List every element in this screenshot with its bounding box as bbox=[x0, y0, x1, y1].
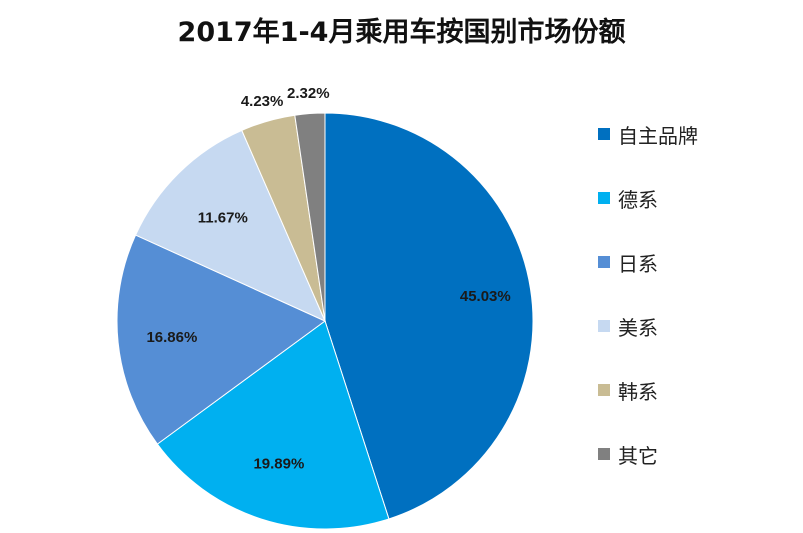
data-label-1: 45.03% bbox=[460, 288, 511, 305]
legend-item-6: 其它 bbox=[598, 438, 798, 470]
legend-item-3: 日系 bbox=[598, 246, 798, 278]
legend-swatch-6 bbox=[598, 448, 610, 460]
data-label-6: 2.32% bbox=[287, 85, 330, 102]
pie-data-labels: 45.03% 19.89% 16.86% 11.67% 4.23% 2.32% bbox=[146, 85, 510, 473]
legend-swatch-2 bbox=[598, 192, 610, 204]
legend-swatch-3 bbox=[598, 256, 610, 268]
data-label-3: 16.86% bbox=[146, 329, 197, 346]
legend-label-1: 自主品牌 bbox=[618, 123, 698, 148]
chart-title: 2017年1-4月乘用车按国别市场份额 bbox=[177, 17, 626, 48]
legend-label-3: 日系 bbox=[618, 251, 658, 276]
legend-item-2: 德系 bbox=[598, 182, 798, 214]
pie-slice-4 bbox=[134, 129, 326, 322]
legend-label-2: 德系 bbox=[618, 187, 658, 212]
legend-swatch-1 bbox=[598, 128, 610, 140]
pie-slice-2 bbox=[156, 320, 390, 530]
pie-slices bbox=[116, 112, 534, 530]
legend-item-5: 韩系 bbox=[598, 374, 798, 406]
legend: 自主品牌德系日系美系韩系其它 bbox=[598, 118, 798, 502]
data-label-2: 19.89% bbox=[253, 456, 304, 473]
pie-slice-6 bbox=[294, 112, 326, 322]
legend-item-4: 美系 bbox=[598, 310, 798, 342]
data-label-4: 11.67% bbox=[198, 209, 248, 226]
legend-swatch-4 bbox=[598, 320, 610, 332]
pie-slice-1 bbox=[324, 112, 534, 520]
legend-item-1: 自主品牌 bbox=[598, 118, 798, 150]
pie-slice-3 bbox=[116, 234, 326, 445]
data-label-5: 4.23% bbox=[241, 93, 284, 110]
legend-label-4: 美系 bbox=[618, 315, 658, 340]
legend-label-5: 韩系 bbox=[618, 379, 658, 404]
legend-label-6: 其它 bbox=[618, 443, 658, 468]
legend-swatch-5 bbox=[598, 384, 610, 396]
